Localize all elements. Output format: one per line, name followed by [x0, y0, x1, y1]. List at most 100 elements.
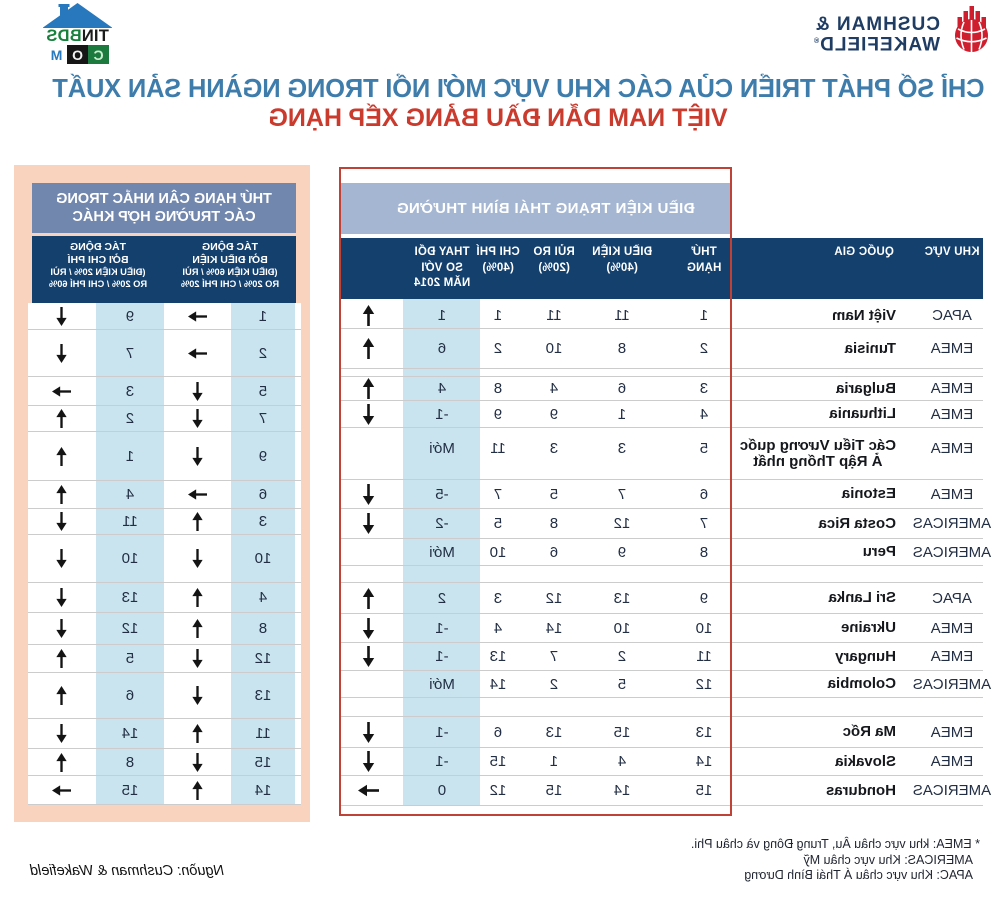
table-row: EMEA Hungary 11 2 7 13 -1	[339, 643, 983, 671]
table-row: AMERICAS Costa Rica 7 12 8 5 -2	[339, 509, 991, 539]
tinbds-wordmark: TINBDS	[46, 27, 109, 45]
side-header-dieu-kien: TÁC ĐỘNG BỞI ĐIỀU KIỆN (ĐIỀU KIỆN 60% / RỦ…	[164, 241, 296, 290]
side-dieu-kien-rank-cell: 8	[258, 620, 268, 637]
country-name-line: Lithuania	[829, 405, 896, 422]
side-header-chi-phi-line: TÁC ĐỘNG	[70, 241, 126, 253]
tinbds-logo: TINBDS C O M	[43, 2, 112, 65]
side-dieu-kien-rank-cell: 6	[258, 486, 268, 503]
region-cell: AMERICAS	[912, 782, 992, 799]
tinbds-com-letter-m: M	[46, 45, 67, 64]
up-arrow-icon	[56, 686, 68, 705]
side-dieu-kien-rank-cell: 13	[254, 687, 272, 704]
tinbds-com-letter-c: C	[88, 45, 109, 64]
country-name-line: Slovakia	[835, 752, 896, 770]
side-dieu-kien-arrow-cell	[164, 749, 231, 775]
country-cell: Tunisia	[728, 329, 896, 368]
side-chi-phi-arrow-cell	[28, 377, 96, 405]
country-name: Sri Lanka	[828, 589, 896, 606]
main-table-body: APAC Việt Nam 1 11 11 1 1 EMEA Tunisia 2 8 10 2 6 EMEA…	[337, 299, 991, 806]
side-dieu-kien-rank-cell: 9	[258, 447, 268, 465]
country-name-line: Colombia	[827, 675, 896, 692]
change-arrow-cell	[337, 329, 401, 368]
cushman-wordmark: CUSHMAN & WAKEFIELD®	[812, 14, 940, 55]
region-cell: AMERICAS	[912, 515, 992, 532]
down-arrow-icon	[56, 724, 68, 743]
down-arrow-icon	[363, 646, 375, 667]
side-chi-phi-arrow-cell	[28, 749, 96, 775]
side-header-dieu-kien-line: (ĐIỀU KIỆN 60% / RỦI	[182, 267, 278, 277]
country-name-line: Bulgaria	[835, 379, 896, 397]
side-dieu-kien-rank-cell: 11	[255, 725, 271, 742]
side-dieu-kien-arrow-cell	[164, 406, 231, 431]
side-chi-phi-rank-cell: 14	[121, 725, 139, 742]
side-dieu-kien-arrow-cell	[164, 377, 231, 405]
change-arrow-cell	[337, 643, 401, 670]
down-arrow-icon	[56, 619, 68, 638]
side-header-chi-phi-line: RO 20% / CHI PHÍ 60%	[48, 278, 148, 289]
side-header-chi-phi-line: BỞI CHI PHÍ	[67, 254, 129, 266]
side-chi-phi-arrow-cell	[28, 303, 96, 329]
side-dieu-kien-rank-cell: 2	[258, 344, 268, 362]
side-header-dieu-kien-line: TÁC ĐỘNG	[202, 241, 258, 253]
up-arrow-icon	[192, 512, 203, 531]
side-dieu-kien-rank-cell: 3	[258, 513, 268, 530]
up-arrow-icon	[56, 485, 68, 504]
country-cell: Hungary	[728, 643, 896, 670]
side-chi-phi-rank-cell: 9	[125, 307, 135, 325]
country-name: Lithuania	[829, 405, 896, 422]
footnote-americas: AMERICAS: Khu vực châu Mỹ	[803, 852, 973, 867]
red-highlight-box	[339, 167, 732, 816]
country-name-line: Peru	[862, 543, 896, 560]
change-arrow-cell	[337, 401, 401, 427]
up-arrow-icon	[56, 752, 68, 772]
down-arrow-icon	[192, 649, 203, 668]
region-cell: EMEA	[930, 753, 974, 770]
side-chi-phi-arrow-cell	[28, 719, 96, 748]
side-dieu-kien-rank-cell: 15	[254, 753, 272, 771]
change-arrow-cell	[337, 377, 401, 400]
change-arrow-cell	[337, 614, 401, 642]
table-row: EMEA Estonia 6 7 5 7 -5	[339, 480, 983, 509]
table-row: AMERICAS Honduras 15 14 15 12 0	[339, 776, 991, 806]
region-cell: EMEA	[930, 380, 974, 397]
country-cell: Ma Rốc	[728, 717, 896, 747]
cushman-wordmark-line2: WAKEFIELD®	[812, 33, 940, 55]
country-cell: Colombia	[728, 671, 896, 697]
side-header-chi-phi: TÁC ĐỘNG BỞI CHI PHÍ (ĐIỀU KIỆN 20% / RỦI R…	[32, 241, 164, 290]
change-arrow-cell	[337, 480, 401, 508]
country-cell: Slovakia	[728, 748, 896, 775]
up-arrow-icon	[363, 305, 375, 326]
change-arrow-cell	[337, 748, 401, 775]
footnote-emea: * EMEA: khu vực châu Âu, Trung Đông và c…	[690, 837, 980, 851]
region-cell: EMEA	[930, 723, 974, 741]
country-name: Estonia	[842, 485, 896, 502]
side-dieu-kien-arrow-cell	[164, 673, 231, 718]
country-cell: Bulgaria	[728, 377, 896, 400]
country-name: Tunisia	[845, 340, 896, 357]
country-name-line: Ukraine	[840, 619, 896, 636]
country-cell: Estonia	[728, 480, 896, 508]
country-cell: Peru	[728, 539, 896, 565]
side-chi-phi-rank-cell: 3	[125, 382, 135, 400]
tinbds-com-row: C O M	[46, 45, 109, 64]
tinbds-com-letter-o: O	[67, 45, 88, 64]
side-dieu-kien-arrow-cell	[164, 535, 231, 582]
side-table-body: 1 9 2 7 5 3 7 2 9 1 6 4 3 11 10 10 4 13 8 12 12 5 13 6 11 14 15 8 14…	[28, 303, 301, 805]
table-row: EMEA Bulgaria 3 6 4 8 4	[339, 377, 983, 401]
down-arrow-icon	[192, 381, 203, 401]
page-title: CHỈ SỐ PHÁT TRIỂN CỦA CÁC KHU VỰC MỚI NỔ…	[52, 75, 985, 103]
down-arrow-icon	[363, 751, 375, 772]
country-name: Peru	[862, 543, 896, 560]
side-chi-phi-arrow-cell	[28, 481, 96, 508]
country-name-line: Ma Rốc	[842, 723, 896, 740]
right-arrow-icon	[188, 310, 207, 322]
cushman-wakefield-logo: CUSHMAN & WAKEFIELD®	[795, 5, 995, 57]
right-arrow-icon	[188, 489, 207, 500]
up-arrow-icon	[363, 587, 375, 609]
country-cell: Honduras	[728, 776, 896, 805]
